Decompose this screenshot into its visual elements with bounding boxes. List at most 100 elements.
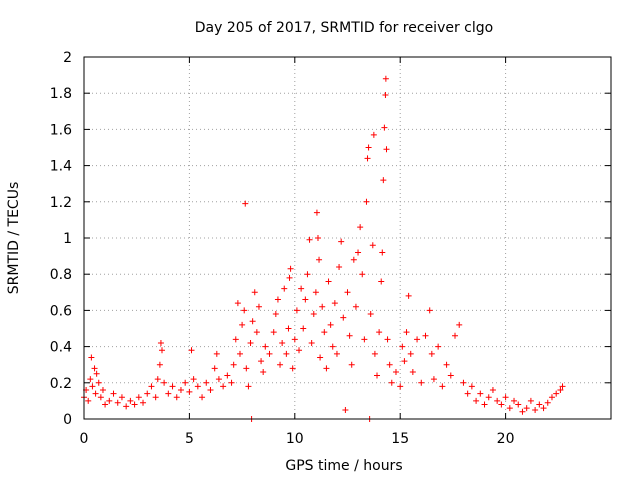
data-point — [382, 75, 389, 82]
data-point — [118, 394, 125, 401]
data-point — [559, 383, 566, 390]
data-point — [308, 339, 315, 346]
data-point — [169, 383, 176, 390]
data-point — [272, 311, 279, 318]
data-point — [316, 256, 323, 263]
data-point — [323, 365, 330, 372]
y-tick-label: 0.2 — [50, 376, 72, 392]
data-point — [88, 354, 95, 361]
data-point — [502, 394, 509, 401]
data-point — [397, 383, 404, 390]
data-point — [232, 336, 239, 343]
data-point — [148, 383, 155, 390]
data-point — [399, 343, 406, 350]
data-point — [241, 307, 248, 314]
data-point — [548, 394, 555, 401]
data-point — [211, 365, 218, 372]
data-point — [93, 370, 100, 377]
y-tick-label: 0.6 — [50, 303, 72, 319]
data-point — [426, 307, 433, 314]
x-tick-label: 5 — [185, 431, 194, 447]
data-point — [161, 379, 168, 386]
data-point — [386, 361, 393, 368]
data-point — [544, 399, 551, 406]
data-point — [523, 405, 530, 412]
data-point — [418, 379, 425, 386]
y-tick-label: 0.4 — [50, 340, 72, 356]
data-point — [310, 311, 317, 318]
data-point — [140, 399, 147, 406]
data-point — [293, 307, 300, 314]
data-point — [346, 332, 353, 339]
data-point — [156, 361, 163, 368]
x-tick-label: 15 — [391, 431, 409, 447]
y-tick-label: 0 — [63, 412, 72, 428]
data-point — [401, 358, 408, 365]
y-axis-title: SRMTID / TECUs — [6, 182, 22, 295]
data-point — [247, 339, 254, 346]
data-point — [245, 383, 252, 390]
data-point — [312, 289, 319, 296]
data-point — [95, 379, 102, 386]
data-point — [361, 336, 368, 343]
data-point — [376, 329, 383, 336]
data-point — [430, 376, 437, 383]
data-point — [87, 376, 94, 383]
y-tick-label: 1.6 — [50, 122, 72, 138]
data-point — [392, 368, 399, 375]
data-point — [468, 383, 475, 390]
data-point — [194, 383, 201, 390]
data-point — [388, 379, 395, 386]
data-point — [321, 329, 328, 336]
data-point — [215, 376, 222, 383]
data-point — [157, 339, 164, 346]
data-point — [279, 339, 286, 346]
data-point — [511, 397, 518, 404]
data-point — [532, 406, 539, 413]
data-point — [348, 361, 355, 368]
data-point — [473, 397, 480, 404]
data-point — [357, 224, 364, 231]
data-point — [409, 368, 416, 375]
data-point — [224, 372, 231, 379]
data-point — [374, 372, 381, 379]
data-point — [283, 350, 290, 357]
data-point — [350, 256, 357, 263]
x-tick-label: 0 — [80, 431, 89, 447]
data-point — [298, 285, 305, 292]
y-tick-label: 1.4 — [50, 159, 72, 175]
data-point — [435, 343, 442, 350]
data-point — [422, 332, 429, 339]
data-point — [384, 336, 391, 343]
data-point — [127, 397, 134, 404]
data-point — [498, 401, 505, 408]
data-point — [213, 350, 220, 357]
data-point — [452, 332, 459, 339]
data-point — [285, 325, 292, 332]
data-point — [177, 387, 184, 394]
data-point — [329, 343, 336, 350]
data-point — [317, 354, 324, 361]
data-point — [253, 329, 260, 336]
data-point — [186, 388, 193, 395]
x-tick-label: 10 — [286, 431, 304, 447]
data-point — [207, 387, 214, 394]
data-point — [251, 289, 258, 296]
data-point — [327, 321, 334, 328]
data-point — [286, 274, 293, 281]
data-point — [363, 198, 370, 205]
data-point — [199, 394, 206, 401]
data-point — [365, 144, 372, 151]
data-point — [234, 300, 241, 307]
data-point — [382, 92, 389, 99]
data-point — [99, 387, 106, 394]
data-point — [249, 318, 256, 325]
data-point — [481, 401, 488, 408]
data-point — [405, 292, 412, 299]
data-point — [300, 325, 307, 332]
data-point — [371, 350, 378, 357]
data-point — [106, 397, 113, 404]
data-point — [456, 321, 463, 328]
data-point — [135, 394, 142, 401]
data-point — [281, 285, 288, 292]
